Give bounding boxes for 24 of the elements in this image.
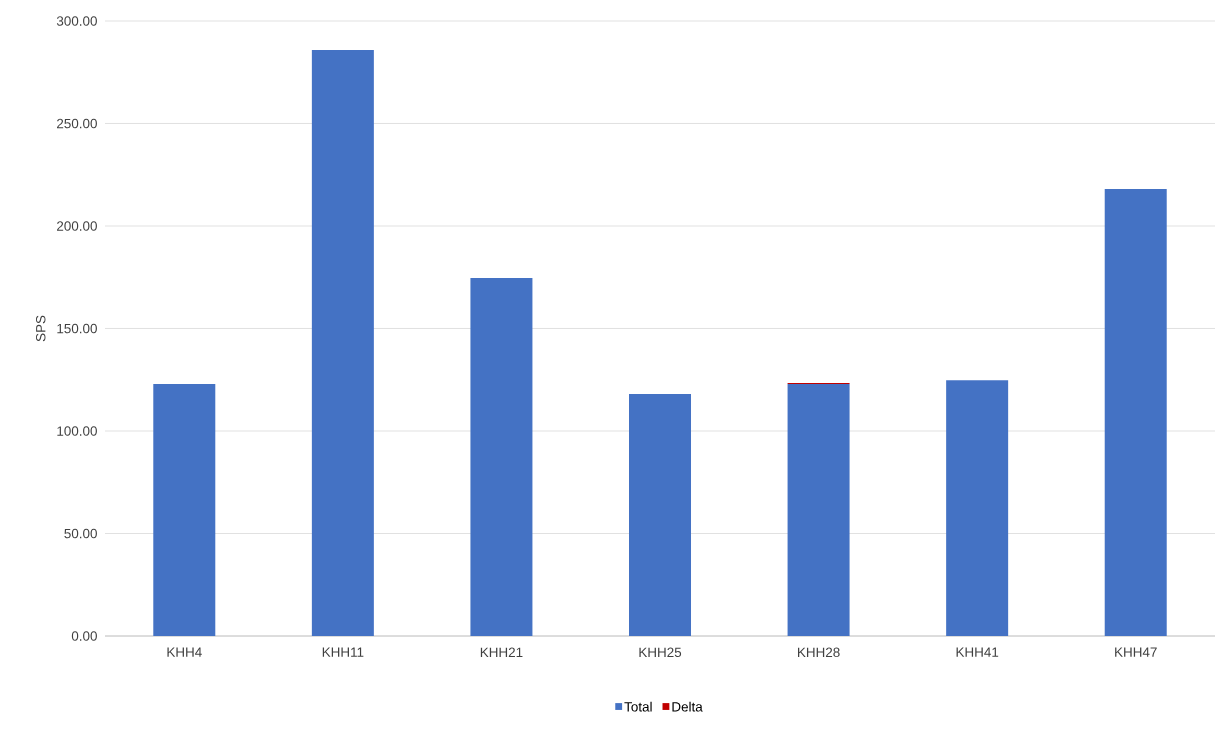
bar bbox=[470, 278, 533, 636]
bar bbox=[311, 49, 374, 636]
y-tick-label: 300.00 bbox=[56, 16, 97, 26]
x-tick-label: KHH41 bbox=[956, 647, 999, 657]
y-tick-label: 0.00 bbox=[71, 631, 97, 641]
bar bbox=[1104, 189, 1167, 636]
y-axis-title: SPS bbox=[35, 315, 46, 342]
bar bbox=[946, 380, 1009, 636]
bar bbox=[153, 384, 216, 636]
y-tick-label: 150.00 bbox=[57, 323, 97, 334]
y-tick-label: 50.00 bbox=[64, 528, 97, 539]
y-tick-label: 200.00 bbox=[57, 221, 97, 231]
x-tick-label: KHH21 bbox=[480, 647, 523, 657]
bar bbox=[787, 384, 850, 636]
x-tick-label: KHH47 bbox=[1115, 647, 1157, 657]
legend-label: Delta bbox=[672, 701, 703, 712]
y-tick-label: 250.00 bbox=[57, 118, 97, 129]
x-tick-label: KHH11 bbox=[322, 647, 364, 657]
x-tick-label: KHH4 bbox=[167, 647, 202, 657]
x-tick-label: KHH25 bbox=[639, 647, 682, 658]
x-tick-label: KHH28 bbox=[798, 647, 840, 658]
y-tick-label: 100.00 bbox=[57, 426, 97, 436]
legend-label: Total bbox=[624, 701, 652, 712]
bar bbox=[629, 394, 691, 636]
